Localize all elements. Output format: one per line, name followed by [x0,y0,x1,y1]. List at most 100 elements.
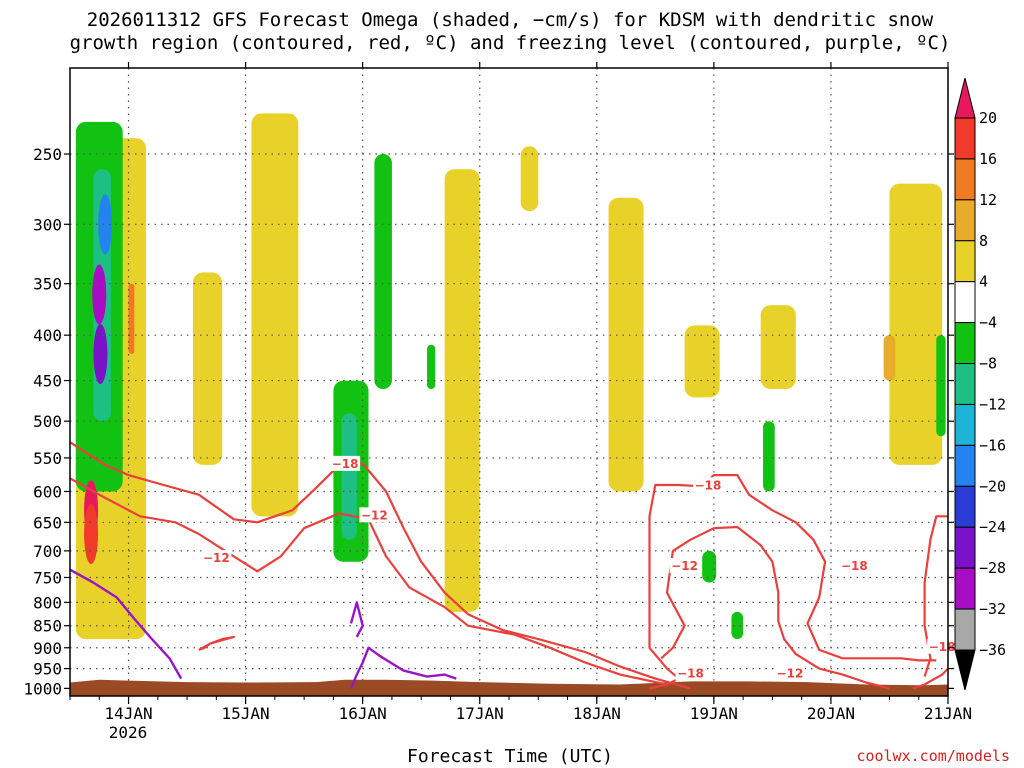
contour-label-bg-8 [774,665,805,681]
omega-region-18 [702,550,717,583]
omega-region-21 [936,335,946,437]
x-tick-label-3: 17JAN [456,704,504,723]
freezing-contour-2 [349,601,364,638]
x-tick-label-0: 14JAN [104,704,152,723]
colorbar-band-1 [954,117,976,160]
omega-region-5 [608,197,644,492]
contour-label-1: −12 [361,508,388,522]
terrain-surface [70,679,948,696]
contour-label-bg-3 [693,477,724,493]
colorbar: 20 16 12 8 4 −4 −8 −12 −16 −20 −24 −28 −32 −36 [954,77,1006,691]
x-tick-label-5: 19JAN [690,704,738,723]
omega-region-8 [889,183,943,465]
colorbar-band-6 [954,322,976,365]
contour-lines [70,441,948,690]
y-tick-label-0: 250 [33,145,62,164]
colorbar-band-2 [954,158,976,201]
omega-region-1 [192,272,223,465]
y-tick-label-11: 800 [33,593,62,612]
y-tick-label-4: 450 [33,372,62,391]
colorbar-band-7 [954,363,976,405]
colorbar-band-5 [954,281,976,324]
omega-shading [75,113,946,640]
dendritic-contour-5 [923,515,948,677]
x-tick-label-7: 21JAN [924,704,972,723]
colorbar-label-2: 12 [979,191,997,209]
omega-peak-3 [93,323,108,384]
contour-label-bg-5 [839,558,870,574]
y-tick-label-13: 900 [33,639,62,658]
x-tick-label-2: 16JAN [339,704,387,723]
omega-region-19 [731,611,744,640]
contour-label-5: −18 [841,559,868,573]
y-tick-label-5: 500 [33,412,62,431]
dendritic-contour-4 [912,667,948,690]
omega-region-7 [760,305,796,390]
contour-label-2: −12 [203,551,230,565]
contour-label-3: −18 [695,478,722,492]
colorbar-label-0: 20 [979,109,997,127]
y-tick-label-10: 750 [33,568,62,587]
contour-label-bg-2 [201,550,232,566]
dendritic-contour-6 [198,635,235,651]
contour-label-7: −18 [677,667,704,681]
y-tick-label-3: 400 [33,326,62,345]
chart-title-line-2: growth region (contoured, red, ºC) and f… [70,32,951,54]
colorbar-label-5: −4 [979,314,997,332]
dendritic-contour-2 [648,474,937,690]
y-tick-label-1: 300 [33,215,62,234]
colorbar-top-arrow [954,77,976,119]
omega-region-2 [251,113,299,517]
y-tick-label-14: 950 [33,660,62,679]
freezing-contour-0 [70,568,183,680]
x-axis: 14JAN 15JAN 16JAN 17JAN 18JAN 19JAN 20JAN 21JAN [69,62,972,723]
contour-label-0: −18 [332,457,359,471]
plot-area: −18 −12 −12 −18 −12 −18 −18 −18 −12 [69,67,958,697]
y-tick-label-15: 1000 [23,679,62,698]
contour-labels: −18 −12 −12 −18 −12 −18 −18 −18 −12 [201,455,958,681]
x-axis-label: Forecast Time (UTC) [407,746,613,767]
y-tick-label-2: 350 [33,275,62,294]
colorbar-label-13: −36 [979,641,1006,659]
freezing-contour-1 [349,646,457,689]
colorbar-band-8 [954,403,976,446]
colorbar-label-1: 16 [979,150,997,168]
colorbar-label-8: −16 [979,436,1006,454]
y-axis: 250 300 350 400 450 500 550 600 650 700 750 800 850 9… [23,145,954,698]
colorbar-label-9: −20 [979,477,1006,495]
colorbar-label-7: −12 [979,395,1006,413]
y-tick-label-8: 650 [33,513,62,532]
dendritic-contour-0 [70,441,691,690]
colorbar-label-6: −8 [979,355,997,373]
dendritic-contour-3 [660,525,890,690]
omega-peak-4 [98,194,113,255]
colorbar-label-11: −28 [979,559,1006,577]
omega-region-3 [444,169,480,612]
colorbar-label-3: 8 [979,232,988,250]
y-tick-label-12: 850 [33,617,62,636]
omega-region-9 [883,335,896,381]
colorbar-band-4 [954,240,976,283]
y-tick-label-6: 550 [33,449,62,468]
gridlines [70,68,948,696]
contour-label-bg-7 [675,665,706,681]
colorbar-label-10: −24 [979,518,1006,536]
chart-title-line-1: 2026011312 GFS Forecast Omega (shaded, −… [87,9,934,31]
y-tick-label-9: 700 [33,542,62,561]
contour-label-bg-1 [359,507,390,523]
contour-label-bg-0 [330,455,361,471]
x-tick-label-4: 18JAN [573,704,621,723]
colorbar-bottom-arrow [954,649,976,691]
omega-peak-1 [84,504,99,565]
contour-label-8: −12 [777,667,804,681]
contour-label-bg-4 [669,558,700,574]
contour-label-4: −12 [671,559,698,573]
colorbar-band-9 [954,444,976,487]
colorbar-label-4: 4 [979,273,988,291]
colorbar-band-11 [954,526,976,569]
omega-region-11 [128,283,135,354]
omega-region-15 [341,413,357,540]
omega-region-17 [427,344,436,390]
dendritic-contour-1 [70,477,668,686]
omega-region-20 [763,421,775,492]
